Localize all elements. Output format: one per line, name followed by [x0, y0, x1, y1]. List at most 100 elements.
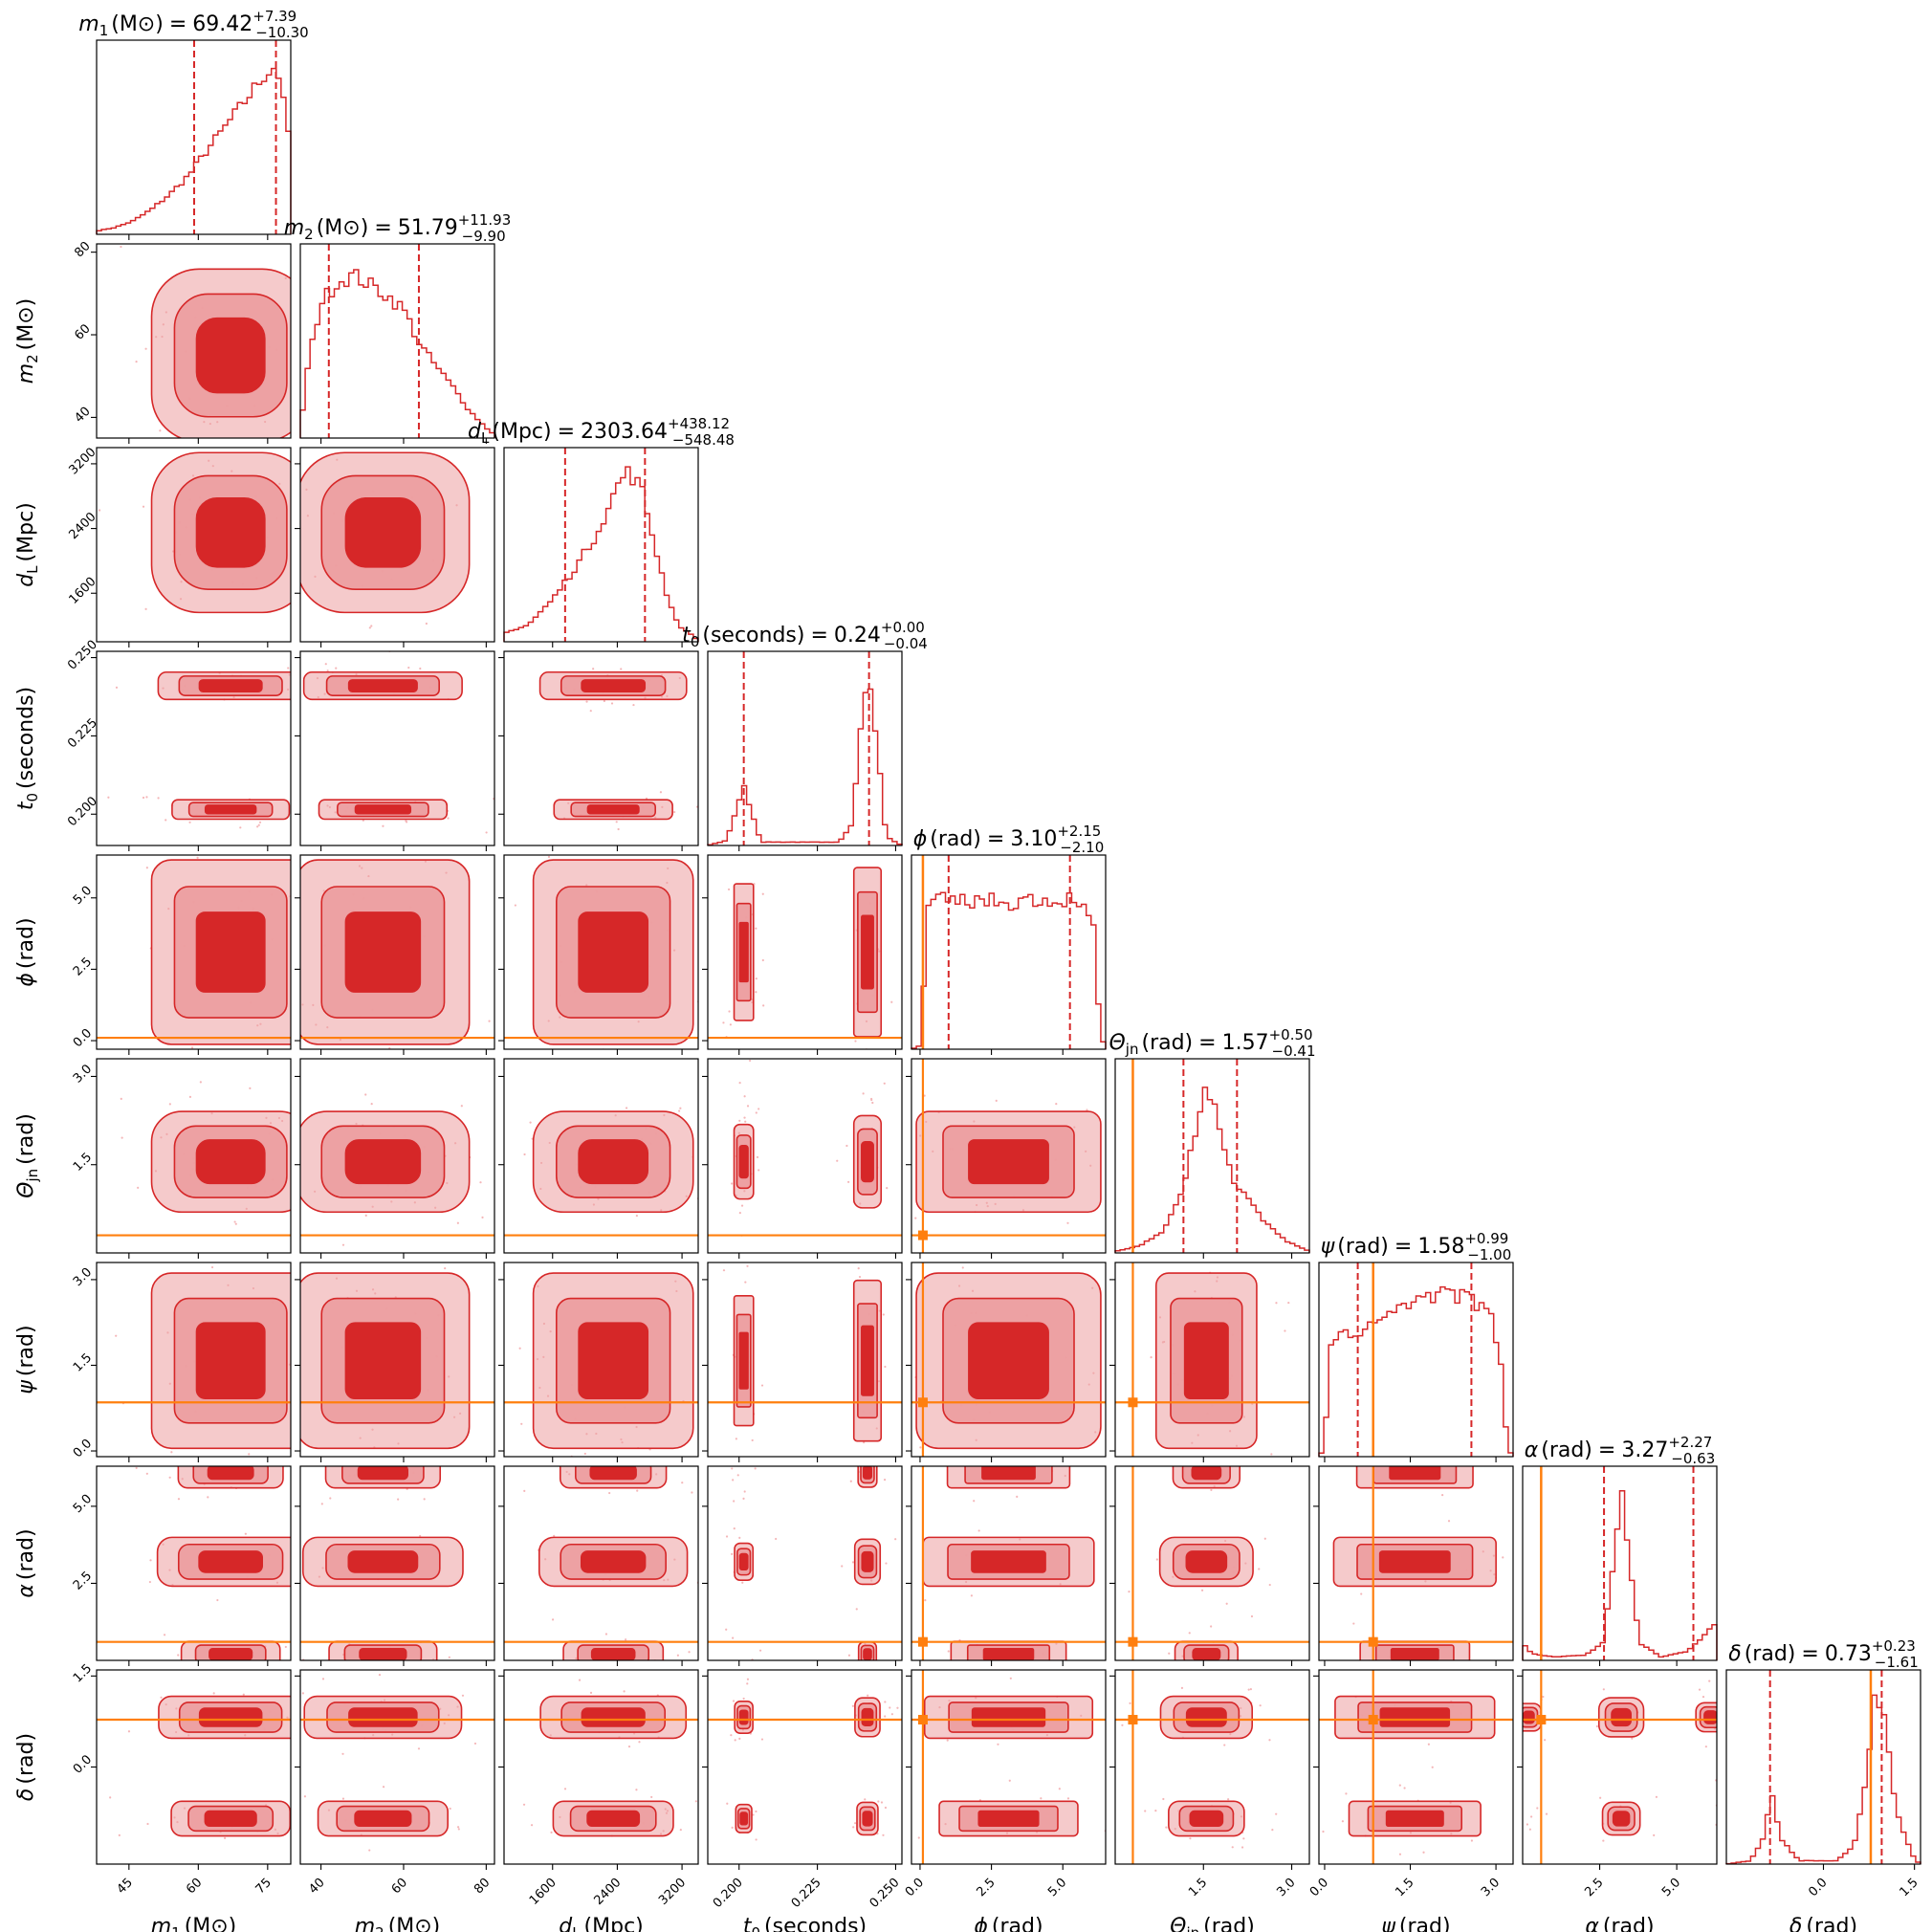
- cell-content: [97, 1081, 291, 1237]
- scatter-point: [1542, 1695, 1545, 1699]
- scatter-point: [1242, 1837, 1245, 1840]
- cell-dL-m2: [295, 447, 495, 648]
- scatter-point: [1250, 1614, 1254, 1618]
- cell-alpha-dL: [498, 1461, 699, 1666]
- label-symbol: ϕ: [14, 973, 38, 987]
- scatter-point: [882, 1833, 885, 1836]
- scatter-point: [845, 1144, 848, 1148]
- scatter-point: [880, 1801, 884, 1804]
- scatter-point: [461, 1694, 465, 1697]
- cell-frame: [503, 1465, 699, 1661]
- scatter-point: [760, 1384, 764, 1387]
- y-tick-label: 0.250: [65, 638, 100, 673]
- scatter-point: [1602, 1839, 1605, 1842]
- cell-phi-t0: [702, 854, 903, 1055]
- scatter-point: [248, 1453, 251, 1456]
- scatter-point: [1341, 1820, 1344, 1823]
- scatter-point: [419, 667, 422, 670]
- scatter-point: [679, 1107, 682, 1109]
- scatter-point: [741, 1581, 744, 1584]
- contour-level-3: [968, 1139, 1049, 1185]
- scatter-point: [847, 1180, 850, 1183]
- y-axis-label-alpha: α (rad): [14, 1528, 38, 1597]
- contour-level-3: [590, 1647, 636, 1660]
- scatter-point: [159, 429, 162, 432]
- title-unit: (Mpc): [492, 420, 551, 444]
- cell-frame: [503, 854, 699, 1050]
- cell-alpha-t0: [702, 1465, 903, 1666]
- scatter-point: [700, 1145, 702, 1147]
- scatter-point: [650, 1795, 653, 1799]
- scatter-point: [1655, 1795, 1658, 1798]
- scatter-point: [703, 802, 705, 804]
- cell-delta-phi: 0.0 2.5 5.0: [903, 1669, 1107, 1899]
- contour-level-3: [204, 1810, 257, 1828]
- scatter-point: [1210, 1488, 1213, 1492]
- scatter-point: [746, 1682, 749, 1685]
- scatter-point: [1287, 1301, 1290, 1305]
- truth-marker: [917, 1636, 928, 1647]
- truth-marker: [917, 1715, 928, 1725]
- y-axis-label-dL: dL (Mpc): [14, 502, 41, 587]
- scatter-point: [545, 1461, 547, 1463]
- cell-frame: [911, 1058, 1107, 1254]
- x-tick-label: 60: [184, 1876, 205, 1897]
- scatter-point: [858, 1275, 862, 1279]
- scatter-point: [378, 1673, 382, 1677]
- scatter-point: [1422, 1851, 1425, 1854]
- marginal-histogram-theta: [1114, 1087, 1310, 1253]
- contour-level-3: [586, 1810, 641, 1828]
- cell-alpha-m2: [295, 1465, 495, 1666]
- scatter-point: [691, 1491, 693, 1494]
- contour-level-3: [861, 914, 874, 990]
- cell-frame: [1318, 1262, 1514, 1458]
- scatter-point: [212, 1692, 215, 1695]
- scatter-point: [364, 1093, 367, 1096]
- contour-level-3: [738, 1709, 749, 1725]
- scatter-point: [457, 1826, 460, 1829]
- scatter-point: [1165, 1826, 1168, 1829]
- title-value: 0.24: [834, 624, 881, 648]
- cell-t0-m1: 0.200 0.225 0.250: [65, 638, 292, 851]
- label-unit: (rad): [14, 1325, 38, 1376]
- cell-frame: [96, 1058, 292, 1254]
- x-tick-label: 40: [306, 1876, 327, 1897]
- scatter-point: [738, 1737, 741, 1740]
- scatter-point: [448, 1656, 450, 1658]
- title-plus: +438.12: [668, 415, 730, 432]
- contour-level-3: [195, 911, 266, 993]
- scatter-point: [294, 949, 296, 951]
- scatter-point: [146, 1822, 149, 1826]
- y-tick-label: 3.0: [71, 1062, 95, 1086]
- label-symbol: δ: [1789, 1915, 1802, 1932]
- scatter-point: [1058, 1788, 1061, 1790]
- label-symbol: m: [151, 1915, 171, 1932]
- scatter-point: [1704, 1745, 1707, 1748]
- label-subscript: 2: [375, 1924, 384, 1932]
- title-unit: (M⊙): [111, 12, 164, 36]
- cell-frame: [1522, 1465, 1718, 1661]
- scatter-point: [1322, 1830, 1325, 1833]
- label-unit: (rad): [14, 917, 38, 969]
- x-tick-label: 75: [253, 1876, 274, 1897]
- scatter-point: [883, 1479, 887, 1482]
- scatter-point: [1121, 1723, 1124, 1726]
- scatter-point: [1258, 1568, 1261, 1570]
- scatter-point: [733, 1500, 735, 1503]
- scatter-point: [148, 1580, 151, 1584]
- contour-level-3: [357, 1466, 409, 1481]
- contour-level-3: [198, 1550, 264, 1573]
- title-symbol: ϕ: [913, 827, 928, 851]
- cell-frame: [911, 1262, 1107, 1458]
- label-symbol: ϕ: [974, 1915, 988, 1932]
- title-minus: −1.61: [1875, 1654, 1919, 1671]
- scatter-point: [615, 821, 618, 823]
- title-subscript: jn: [1125, 1041, 1139, 1058]
- cell-frame: [503, 650, 699, 846]
- scatter-point: [877, 1800, 880, 1803]
- scatter-point: [456, 1221, 459, 1224]
- cell-theta-theta: Θjn (rad) = 1.57+0.50 −0.41: [1109, 1026, 1316, 1259]
- scatter-point: [884, 1715, 887, 1718]
- cell-frame: [707, 1465, 903, 1661]
- label-subscript: jn: [24, 1169, 41, 1183]
